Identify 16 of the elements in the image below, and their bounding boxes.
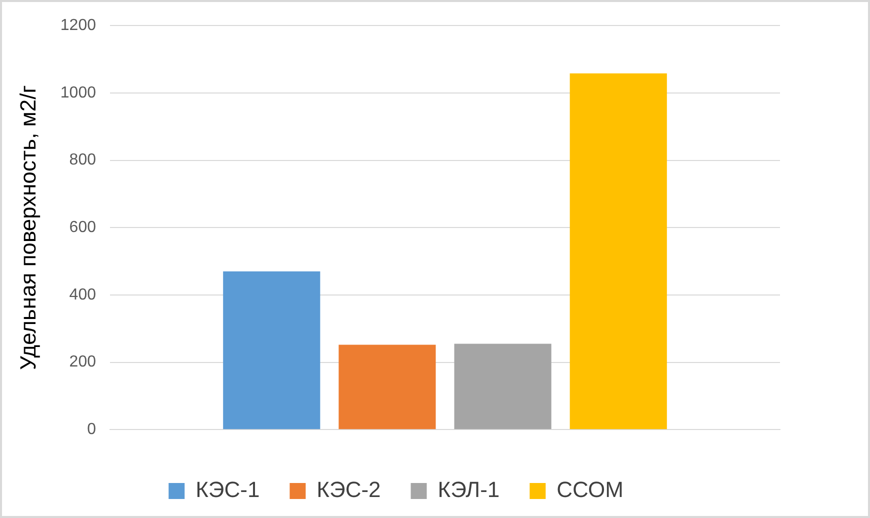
bar <box>570 73 667 430</box>
y-tick-label: 1200 <box>60 17 96 34</box>
bar <box>454 344 552 430</box>
y-tick-label: 1000 <box>60 84 96 102</box>
bar <box>338 344 436 430</box>
legend-label: КЭЛ-1 <box>438 477 500 502</box>
bar <box>223 271 320 430</box>
legend-label: КЭС-2 <box>316 477 381 502</box>
y-tick-label: 200 <box>69 354 96 371</box>
y-tick-label: 600 <box>69 219 96 236</box>
y-tick-label: 0 <box>87 421 96 438</box>
y-tick-label: 400 <box>69 286 96 304</box>
legend-label: КЭС-1 <box>196 477 260 502</box>
y-axis-title: Удельная поверхность, м2/г <box>15 85 40 370</box>
legend-label: ССОМ <box>556 477 624 502</box>
y-tick-label: 800 <box>69 152 96 169</box>
